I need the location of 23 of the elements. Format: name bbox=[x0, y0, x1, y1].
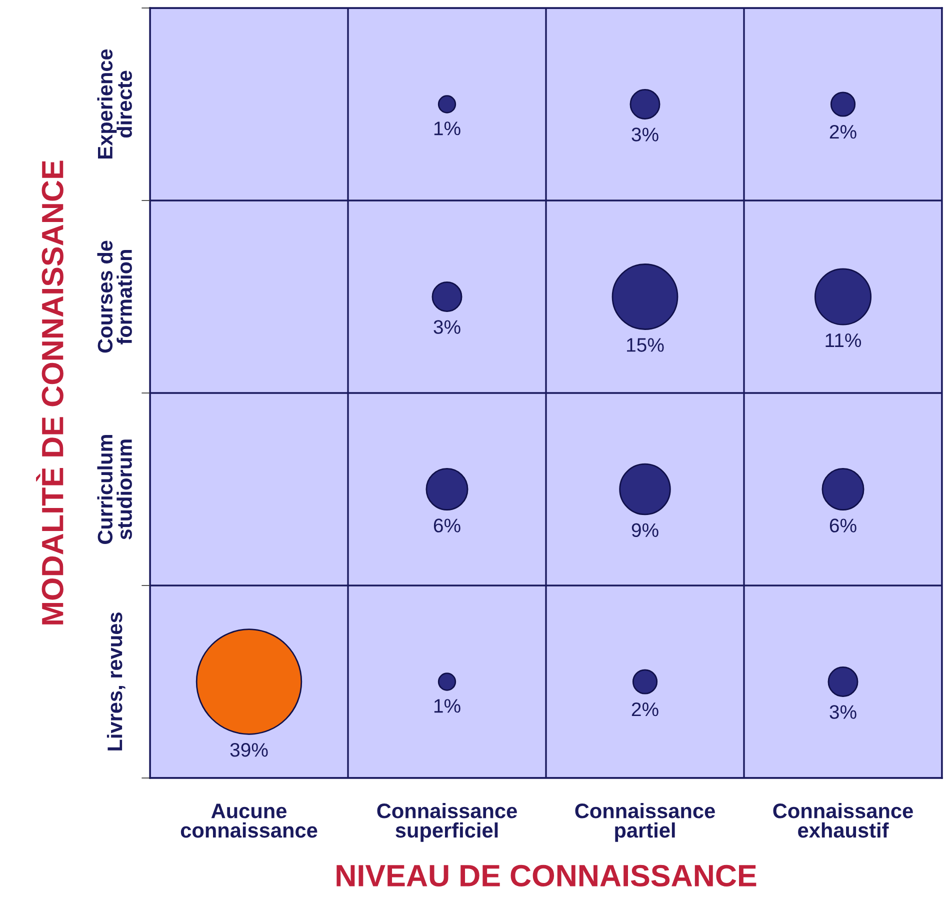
data-label: 9% bbox=[632, 523, 658, 538]
data-label: 3% bbox=[830, 705, 856, 719]
y-tick-label: Courses de formation bbox=[97, 240, 132, 353]
x-axis-title: NIVEAU DE CONNAISSANCE bbox=[336, 864, 756, 887]
y-axis-title: MODALITÈ DE CONNAISSANCE bbox=[36, 160, 64, 624]
data-label: 6% bbox=[434, 518, 460, 532]
data-label: 6% bbox=[830, 518, 856, 532]
data-label: 15% bbox=[627, 338, 664, 352]
x-tick-label: Aucune connaissance bbox=[180, 804, 318, 838]
y-tick-label: Livres, revues bbox=[106, 612, 126, 750]
x-tick-label: Connaissance exhaustif bbox=[773, 803, 913, 838]
y-tick-label: Curriculum studiorum bbox=[97, 434, 132, 544]
y-tick-label: Experience directe bbox=[97, 49, 132, 158]
data-label: 11% bbox=[826, 334, 862, 348]
x-tick-label: Connaissance superficiel bbox=[377, 803, 517, 842]
x-tick-label: Connaissance partiel bbox=[575, 803, 715, 842]
data-label: 39% bbox=[230, 743, 268, 757]
data-label: 2% bbox=[830, 124, 856, 139]
data-label: 1% bbox=[434, 122, 460, 136]
data-label: 3% bbox=[632, 128, 658, 142]
data-label: 3% bbox=[434, 320, 460, 334]
data-label: 2% bbox=[632, 702, 658, 716]
data-label: 1% bbox=[434, 699, 460, 713]
